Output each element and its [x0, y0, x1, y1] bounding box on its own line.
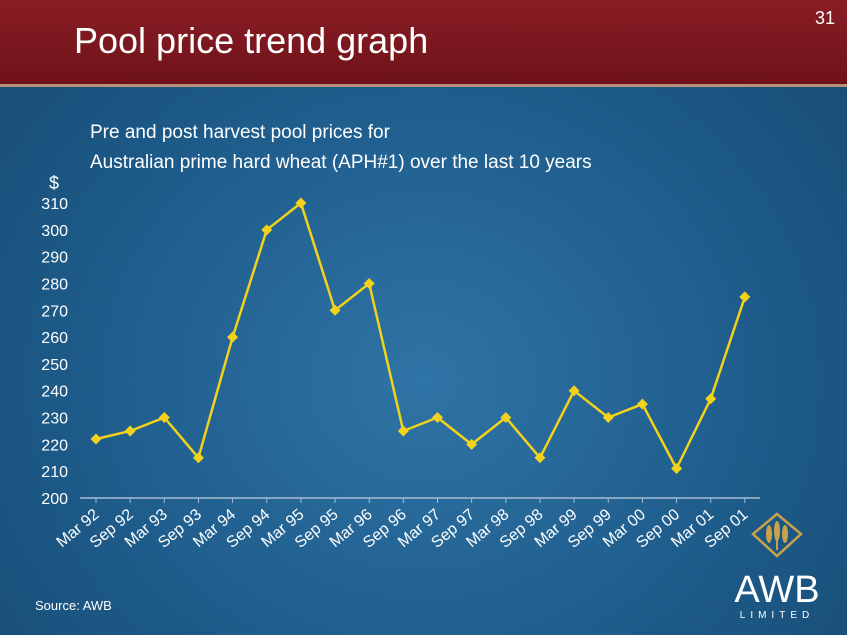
y-tick-label: 250 — [41, 357, 68, 374]
chart-axes — [80, 498, 760, 503]
y-tick-label: 290 — [41, 250, 68, 267]
series-markers — [91, 198, 751, 475]
series-line — [96, 203, 745, 469]
data-point-marker — [739, 291, 750, 302]
wheat-sheaf-icon — [753, 514, 801, 556]
logo-text: AWB — [734, 569, 819, 611]
y-tick-label: 210 — [41, 464, 68, 481]
y-tick-labels: 200 210 220 230 240 250 260 270 280 290 300 310 — [41, 196, 68, 508]
y-tick-label: 220 — [41, 437, 68, 454]
y-tick-label: 240 — [41, 384, 68, 401]
y-axis-label: $ — [49, 173, 59, 193]
data-point-marker — [227, 332, 238, 343]
y-tick-label: 310 — [41, 196, 68, 213]
data-point-marker — [398, 425, 409, 436]
y-tick-label: 230 — [41, 411, 68, 428]
logo-subtext: LIMITED — [740, 610, 814, 621]
data-point-marker — [637, 399, 648, 410]
data-point-marker — [671, 463, 682, 474]
y-tick-label: 200 — [41, 491, 68, 508]
y-tick-label: 260 — [41, 330, 68, 347]
y-tick-label: 280 — [41, 276, 68, 293]
awb-logo: AWB LIMITED — [722, 512, 832, 622]
data-point-marker — [91, 434, 102, 445]
y-tick-label: 300 — [41, 223, 68, 240]
source-note: Source: AWB — [35, 598, 112, 613]
data-point-marker — [125, 425, 136, 436]
y-tick-label: 270 — [41, 303, 68, 320]
data-point-marker — [705, 393, 716, 404]
